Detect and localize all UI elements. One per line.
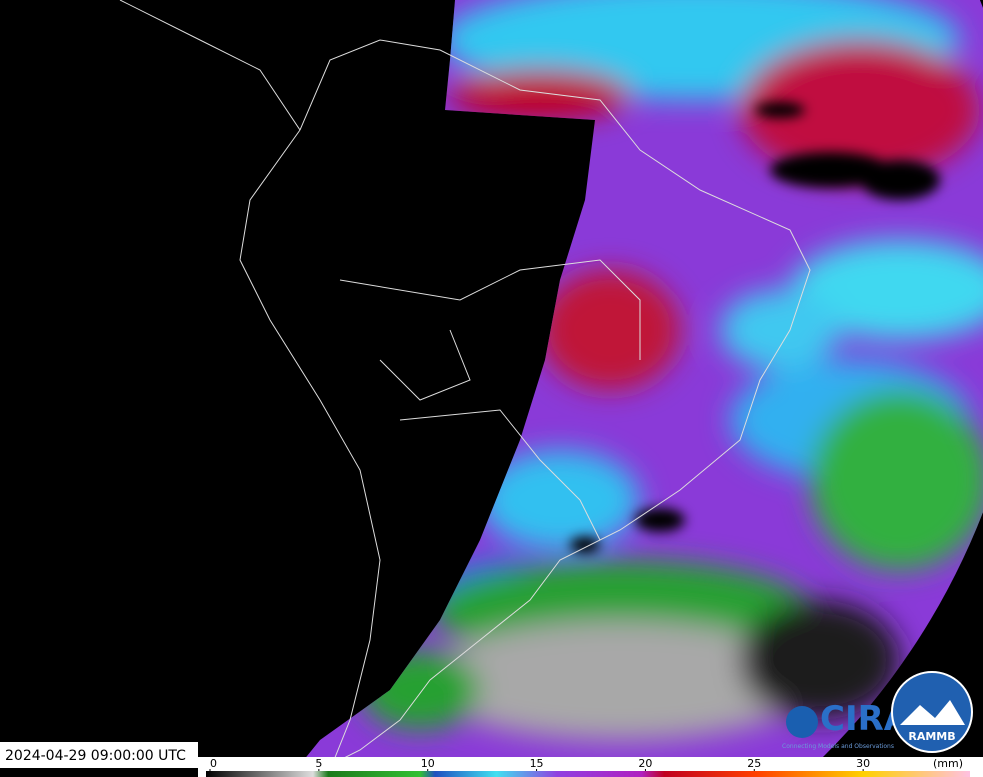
cira-tagline: Connecting Models and Observations [782, 743, 894, 750]
timestamp: 2024-04-29 09:00:00 UTC [5, 748, 186, 764]
colorbar-unit: (mm) [933, 757, 963, 770]
country-borders [119, 0, 811, 771]
colorbar-tick-label: 20 [638, 757, 652, 770]
colorbar-tick-label: 0 [210, 757, 217, 770]
rammb-text: RAMMB [908, 730, 955, 743]
colorbar-tick-label: 15 [530, 757, 544, 770]
rammb-logo: RAMMB [891, 671, 973, 753]
colorbar-tick-label: 5 [315, 757, 322, 770]
colorbar-tick-label: 10 [421, 757, 435, 770]
colorbar [206, 771, 970, 777]
colorbar-tick-label: 30 [856, 757, 870, 770]
timestamp-box [0, 742, 198, 768]
colorbar-tick-label: 25 [747, 757, 761, 770]
